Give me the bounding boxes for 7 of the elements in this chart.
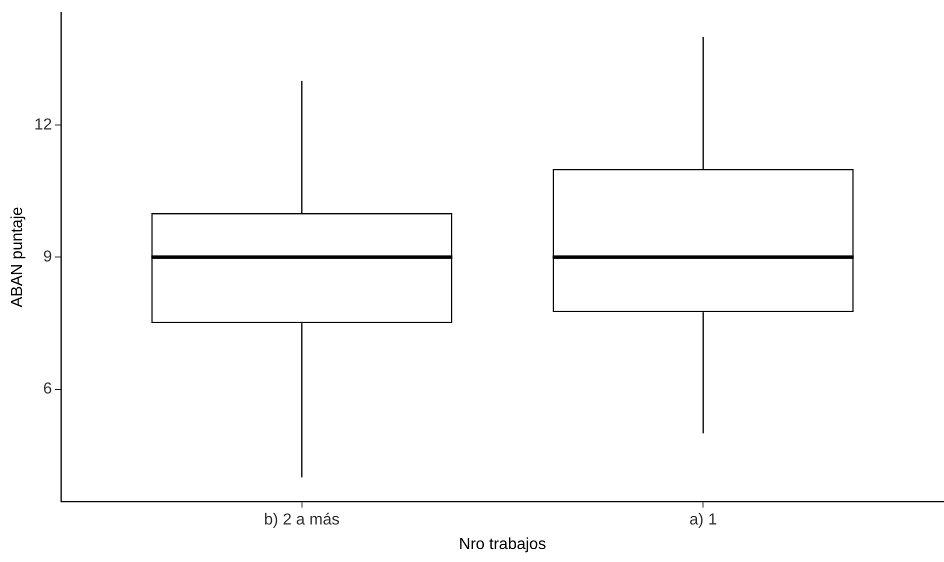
x-tick-label: a) 1 <box>689 512 718 529</box>
y-tick-label: 9 <box>43 248 52 266</box>
y-axis-title: ABAN puntaje <box>9 206 26 308</box>
x-axis-title: Nro trabajos <box>458 536 546 553</box>
y-tick-label: 6 <box>43 380 52 398</box>
y-tick-label: 12 <box>34 116 52 134</box>
x-tick-label: b) 2 a más <box>264 512 340 529</box>
